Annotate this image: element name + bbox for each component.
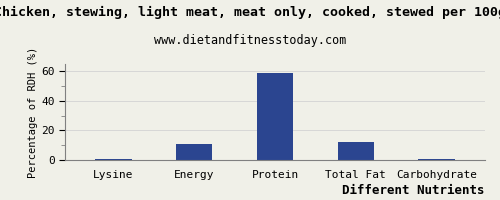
Text: www.dietandfitnesstoday.com: www.dietandfitnesstoday.com: [154, 34, 346, 47]
Bar: [176, 144, 212, 160]
Bar: [96, 159, 132, 160]
Bar: [338, 142, 374, 160]
Bar: [257, 73, 293, 160]
Y-axis label: Percentage of RDH (%): Percentage of RDH (%): [28, 46, 38, 178]
X-axis label: Different Nutrients: Different Nutrients: [342, 184, 485, 197]
Bar: [418, 159, 454, 160]
Text: Chicken, stewing, light meat, meat only, cooked, stewed per 100g: Chicken, stewing, light meat, meat only,…: [0, 6, 500, 19]
